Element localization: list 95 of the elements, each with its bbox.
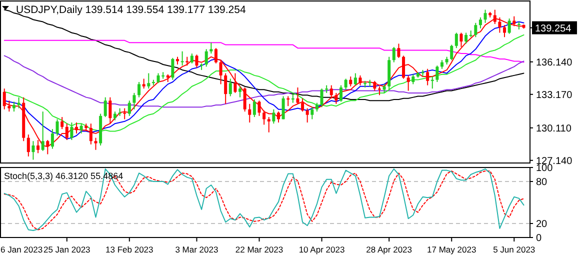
- candlestick: [248, 103, 252, 123]
- candlestick: [358, 74, 362, 86]
- candlestick: [234, 72, 237, 94]
- x-tick-label: 10 Apr 2023: [298, 244, 345, 254]
- candlestick: [195, 54, 198, 68]
- candlestick: [32, 140, 35, 160]
- x-tick-label: 13 Feb 2023: [106, 244, 154, 254]
- candlestick: [147, 72, 150, 90]
- candlestick: [41, 111, 44, 152]
- candlestick: [94, 137, 98, 150]
- candlestick: [89, 123, 92, 145]
- text: 139.254: [535, 23, 572, 34]
- candlestick: [243, 86, 246, 112]
- candlestick: [334, 92, 338, 104]
- candlestick: [50, 128, 54, 150]
- candlestick: [349, 76, 352, 87]
- candlestick: [344, 78, 348, 90]
- candlestick: [478, 16, 482, 29]
- candlestick: [474, 22, 478, 38]
- candlestick: [430, 76, 434, 90]
- text: 6 Jan 2023: [0, 244, 43, 254]
- y-tick-label: 0: [536, 233, 542, 244]
- candlestick: [460, 32, 463, 48]
- candlestick: [508, 18, 511, 34]
- candlestick: [26, 134, 30, 157]
- candlestick: [65, 123, 68, 141]
- candlestick: [450, 44, 454, 61]
- candlestick: [228, 78, 232, 97]
- candlestick: [503, 24, 506, 38]
- candlestick: [123, 108, 126, 120]
- candlestick: [214, 48, 218, 64]
- candlestick: [224, 72, 228, 104]
- x-tick-label: 25 Jan 2023: [43, 244, 91, 254]
- candlestick: [180, 50, 184, 66]
- candlestick: [454, 32, 458, 49]
- x-tick-label: 28 Apr 2023: [366, 244, 412, 254]
- candlestick: [56, 118, 59, 136]
- candlestick: [8, 100, 11, 112]
- line-series: [4, 40, 524, 63]
- candlestick: [262, 110, 266, 126]
- candlestick: [252, 99, 256, 118]
- chart-title: USDJPY,Daily 139.514 139.554 139.177 139.254: [16, 4, 246, 16]
- candlestick: [330, 84, 333, 99]
- candlestick: [210, 42, 213, 54]
- candlestick: [282, 96, 285, 120]
- y-tick-label: 136.140: [536, 57, 573, 68]
- candlestick: [436, 65, 439, 82]
- candlestick: [219, 60, 222, 85]
- candlestick: [17, 96, 20, 109]
- candlestick: [108, 96, 112, 124]
- candlestick: [406, 74, 410, 92]
- x-tick-label: 5 Jun 2023: [493, 244, 536, 254]
- candlestick: [310, 106, 314, 120]
- candlestick: [204, 48, 208, 68]
- candlestick: [426, 68, 430, 86]
- candlestick: [171, 57, 174, 80]
- candlestick: [104, 96, 107, 118]
- candlestick: [354, 72, 357, 86]
- candlestick: [138, 82, 141, 98]
- candlestick: [291, 94, 294, 104]
- x-tick-label: 22 Mar 2023: [235, 244, 284, 254]
- candlestick: [272, 108, 276, 124]
- candlestick: [296, 86, 300, 104]
- y-tick-label: 20: [536, 219, 548, 230]
- candlestick: [258, 100, 261, 116]
- x-tick-label: 3 Mar 2023: [175, 244, 218, 254]
- candlestick: [320, 88, 324, 108]
- candlestick: [286, 96, 290, 107]
- y-tick-label: 133.170: [536, 90, 573, 101]
- candlestick: [267, 116, 270, 133]
- candlestick: [238, 86, 242, 98]
- candlestick: [132, 92, 136, 110]
- candlestick: [12, 101, 16, 112]
- candlestick: [464, 32, 468, 44]
- candlestick: [142, 78, 146, 90]
- y-tick-label: 80: [536, 177, 548, 188]
- candlestick: [412, 74, 415, 85]
- candlestick: [373, 80, 376, 92]
- candlestick: [190, 53, 194, 64]
- y-tick-label: 100: [536, 163, 554, 174]
- candlestick: [340, 84, 343, 102]
- candlestick: [128, 100, 131, 116]
- candlestick: [402, 55, 406, 80]
- y-tick-label: 130.110: [536, 123, 572, 134]
- candlestick: [301, 98, 304, 112]
- candlestick: [392, 46, 396, 63]
- candlestick: [276, 111, 280, 123]
- candlestick: [397, 43, 400, 58]
- candlestick: [75, 122, 78, 134]
- candlestick: [60, 116, 64, 130]
- x-tick-label: 17 May 2023: [427, 244, 476, 254]
- candlestick: [80, 123, 83, 134]
- candlestick: [306, 108, 309, 123]
- candlestick: [70, 122, 74, 141]
- candlestick: [484, 9, 487, 24]
